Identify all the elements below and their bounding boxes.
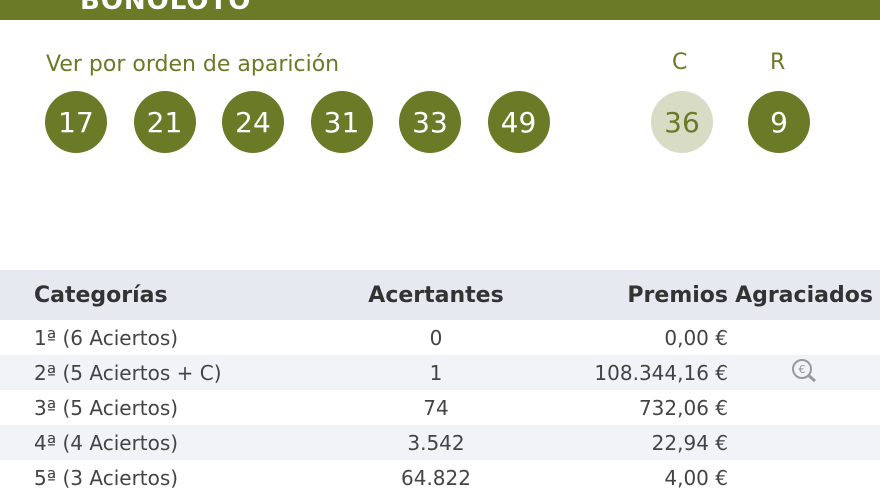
cell: 4,00 € (664, 465, 728, 490)
cell: 1 (345, 355, 527, 390)
table-row: 1ª (6 Aciertos) 0 0,00 € (0, 320, 880, 355)
cell: € (728, 355, 880, 390)
cell (728, 320, 880, 355)
ball: 49 (487, 91, 550, 153)
comp-label: C (672, 50, 688, 75)
cell: 22,94 € (527, 425, 728, 460)
cell: 64.822 (401, 465, 471, 490)
column-header: Acertantes (345, 270, 527, 320)
ball: 24 (222, 91, 284, 153)
prize-table: Categorías Acertantes Premios Agraciados 1ª… (0, 270, 880, 495)
header-bar: BONOLOTO (0, 0, 880, 20)
column-header: Agraciados (728, 270, 880, 320)
table-row: 4ª (4 Aciertos) 3.542 22,94 € (0, 425, 880, 460)
cell (728, 425, 880, 460)
reint-ball: 9 (748, 91, 810, 153)
svg-text:€: € (799, 363, 806, 376)
table-row: 5ª (3 Aciertos) 64.822 4,00 € (0, 460, 880, 495)
cell: 5ª (3 Aciertos) (34, 465, 179, 490)
header-title: BONOLOTO (80, 0, 252, 16)
cell: 0,00 € (664, 325, 728, 350)
reint-label: R (770, 50, 786, 75)
winners-icon[interactable]: € (790, 357, 818, 383)
table-header: Categorías Acertantes Premios Agraciados (0, 270, 880, 320)
cell: 732,06 € (638, 395, 728, 420)
cell (728, 460, 880, 495)
column-header: Categorías (0, 270, 345, 320)
column-header: Premios (527, 270, 728, 320)
cell: 1ª (6 Aciertos) (34, 325, 179, 350)
table-row: 2ª (5 Aciertos + C) 1 108.344,16 € € (0, 355, 880, 390)
ball: 33 (399, 91, 461, 153)
cell: 0 (429, 325, 443, 350)
cell (728, 390, 880, 425)
cell: 108.344,16 € (527, 355, 728, 390)
cell: 3.542 (345, 425, 527, 460)
table-body: 1ª (6 Aciertos) 0 0,00 € 2ª (5 Aciertos + C… (0, 320, 880, 495)
order-toggle[interactable]: Ver por orden de aparición (46, 52, 340, 77)
table-row: 3ª (5 Aciertos) 74 732,06 € (0, 390, 880, 425)
cell: 3ª (5 Aciertos) (34, 395, 179, 420)
cell: 74 (423, 395, 449, 420)
ball: 17 (45, 91, 107, 153)
ball: 21 (133, 91, 196, 153)
comp-ball: 36 (651, 91, 713, 153)
cell: 4ª (4 Aciertos) (0, 425, 345, 460)
ball: 31 (310, 91, 373, 153)
cell: 2ª (5 Aciertos + C) (0, 355, 345, 390)
